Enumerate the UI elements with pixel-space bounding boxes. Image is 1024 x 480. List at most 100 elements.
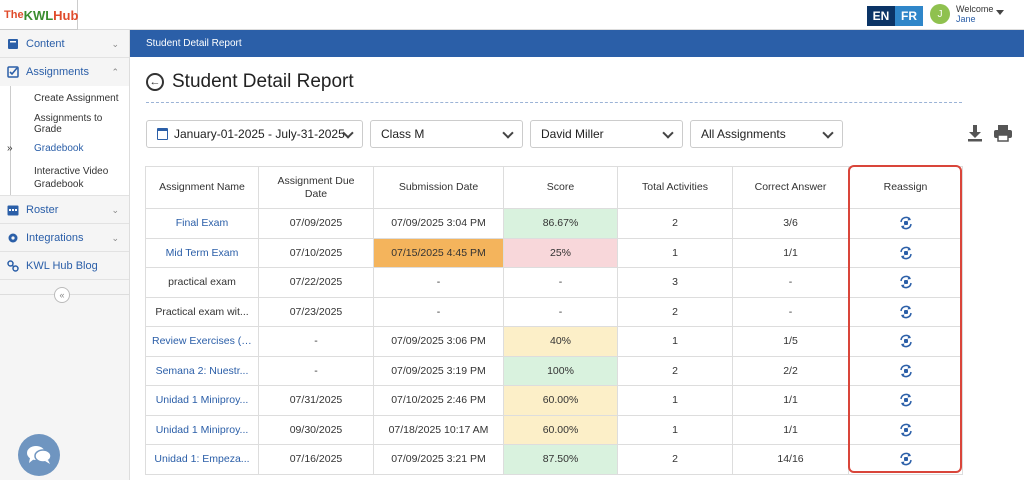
due-date-cell: - bbox=[258, 326, 374, 357]
assignment-name-link[interactable]: Unidad 1: Empeza... bbox=[145, 444, 259, 475]
page-title: Student Detail Report bbox=[172, 71, 354, 92]
score-cell: - bbox=[503, 267, 618, 298]
reassign-cell bbox=[848, 237, 963, 268]
chevron-up-icon: ⌃ bbox=[111, 67, 119, 77]
top-bar: The KWL Hub EN FR J Welcome Jane bbox=[0, 0, 1024, 30]
assignment-name-cell: practical exam bbox=[145, 267, 259, 298]
total-activities-cell: 2 bbox=[617, 444, 733, 475]
assignments-filter-dropdown[interactable]: All Assignments bbox=[690, 120, 843, 148]
sidebar-subitem-assignments-to-grade[interactable]: Assignments to Grade bbox=[10, 111, 129, 136]
print-icon[interactable] bbox=[993, 124, 1013, 142]
date-range-dropdown[interactable]: January-01-2025 - July-31-2025 bbox=[146, 120, 363, 148]
sidebar-item-content[interactable]: Content ⌄ bbox=[0, 30, 129, 58]
reassign-icon[interactable] bbox=[899, 452, 913, 466]
sidebar-subitem-create-assignment[interactable]: Create Assignment bbox=[10, 86, 129, 111]
total-activities-cell: 1 bbox=[617, 237, 733, 268]
table-row: Unidad 1 Miniproy... 07/31/2025 07/10/20… bbox=[145, 385, 963, 416]
column-header-total-activities[interactable]: Total Activities bbox=[617, 166, 733, 209]
kwl-hub-logo[interactable]: The KWL Hub bbox=[4, 3, 78, 27]
sidebar-subitem-interactive-video-gradebook[interactable]: Interactive Video Gradebook bbox=[10, 161, 129, 195]
reassign-icon[interactable] bbox=[899, 334, 913, 348]
back-arrow-icon[interactable]: ← bbox=[146, 73, 164, 91]
reassign-icon[interactable] bbox=[899, 275, 913, 289]
reassign-icon[interactable] bbox=[899, 216, 913, 230]
chevron-down-icon bbox=[502, 127, 514, 139]
due-date-cell: 09/30/2025 bbox=[258, 414, 374, 445]
sidebar-subitem-label: Gradebook bbox=[34, 143, 84, 154]
score-cell: - bbox=[503, 296, 618, 327]
due-date-cell: 07/22/2025 bbox=[258, 267, 374, 298]
sidebar-item-kwl-hub-blog[interactable]: KWL Hub Blog bbox=[0, 252, 129, 280]
correct-answer-cell: - bbox=[732, 267, 849, 298]
score-cell: 86.67% bbox=[503, 208, 618, 239]
column-header-submission-date[interactable]: Submission Date bbox=[373, 166, 504, 209]
sidebar-item-assignments[interactable]: Assignments ⌃ bbox=[0, 58, 129, 86]
assignment-name-link[interactable]: Final Exam bbox=[145, 208, 259, 239]
chevron-down-icon: ⌄ bbox=[111, 39, 119, 49]
chevron-down-icon bbox=[662, 127, 674, 139]
chat-button[interactable] bbox=[18, 434, 60, 476]
reassign-icon[interactable] bbox=[899, 364, 913, 378]
submission-date-cell: - bbox=[373, 296, 504, 327]
correct-answer-cell: - bbox=[732, 296, 849, 327]
column-header-score[interactable]: Score bbox=[503, 166, 618, 209]
total-activities-cell: 2 bbox=[617, 296, 733, 327]
user-name: Jane bbox=[956, 14, 976, 24]
user-menu[interactable]: Welcome Jane bbox=[956, 4, 993, 24]
class-dropdown[interactable]: Class M bbox=[370, 120, 523, 148]
correct-answer-cell: 1/1 bbox=[732, 385, 849, 416]
submission-date-cell: 07/15/2025 4:45 PM bbox=[373, 237, 504, 268]
reassign-icon[interactable] bbox=[899, 423, 913, 437]
column-header-correct-answer[interactable]: Correct Answer bbox=[732, 166, 849, 209]
reassign-icon[interactable] bbox=[899, 246, 913, 260]
sidebar-item-roster[interactable]: Roster ⌄ bbox=[0, 196, 129, 224]
table-row: Semana 2: Nuestr... - 07/09/2025 3:19 PM… bbox=[145, 355, 963, 386]
sidebar-subitem-gradebook[interactable]: » Gradebook bbox=[7, 136, 129, 161]
reassign-cell bbox=[848, 414, 963, 445]
sidebar-item-integrations[interactable]: Integrations ⌄ bbox=[0, 224, 129, 252]
sidebar: Content ⌄ Assignments ⌃ Create Assignmen… bbox=[0, 30, 130, 480]
column-header-due-date[interactable]: Assignment Due Date bbox=[258, 166, 374, 209]
correct-answer-cell: 1/1 bbox=[732, 414, 849, 445]
correct-answer-cell: 2/2 bbox=[732, 355, 849, 386]
assignment-name-link[interactable]: Mid Term Exam bbox=[145, 237, 259, 268]
total-activities-cell: 1 bbox=[617, 414, 733, 445]
logo-kwl: KWL bbox=[23, 7, 54, 23]
date-range-value: January-01-2025 - July-31-2025 bbox=[174, 127, 345, 141]
submission-date-cell: 07/10/2025 2:46 PM bbox=[373, 385, 504, 416]
chevron-down-icon bbox=[822, 127, 834, 139]
breadcrumb: Student Detail Report bbox=[146, 38, 242, 49]
student-dropdown[interactable]: David Miller bbox=[530, 120, 683, 148]
assignment-name-link[interactable]: Unidad 1 Miniproy... bbox=[145, 385, 259, 416]
download-icon[interactable] bbox=[966, 124, 984, 142]
logo-frame bbox=[0, 0, 78, 30]
total-activities-cell: 3 bbox=[617, 267, 733, 298]
score-cell: 60.00% bbox=[503, 414, 618, 445]
reassign-cell bbox=[848, 208, 963, 239]
total-activities-cell: 1 bbox=[617, 385, 733, 416]
language-en-button[interactable]: EN bbox=[867, 6, 895, 26]
assignment-name-link[interactable]: Unidad 1 Miniproy... bbox=[145, 414, 259, 445]
reassign-cell bbox=[848, 444, 963, 475]
student-report-table: Assignment Name Assignment Due Date Subm… bbox=[145, 166, 963, 475]
reassign-icon[interactable] bbox=[899, 393, 913, 407]
assignments-filter-value: All Assignments bbox=[701, 127, 786, 141]
language-fr-button[interactable]: FR bbox=[895, 6, 923, 26]
score-cell: 40% bbox=[503, 326, 618, 357]
reassign-cell bbox=[848, 326, 963, 357]
assignment-name-link[interactable]: Semana 2: Nuestr... bbox=[145, 355, 259, 386]
sidebar-item-label: KWL Hub Blog bbox=[26, 259, 98, 272]
submission-date-cell: 07/09/2025 3:19 PM bbox=[373, 355, 504, 386]
avatar[interactable]: J bbox=[930, 4, 950, 24]
total-activities-cell: 2 bbox=[617, 208, 733, 239]
collapse-sidebar-button[interactable]: « bbox=[54, 287, 70, 303]
user-menu-caret-icon[interactable] bbox=[996, 10, 1004, 15]
reassign-icon[interactable] bbox=[899, 305, 913, 319]
page-header: ← Student Detail Report bbox=[146, 68, 354, 96]
assignment-name-link[interactable]: Review Exercises (I... bbox=[145, 326, 259, 357]
due-date-cell: - bbox=[258, 355, 374, 386]
column-header-assignment-name[interactable]: Assignment Name bbox=[145, 166, 259, 209]
assignments-submenu: Create Assignment Assignments to Grade »… bbox=[0, 86, 129, 196]
chevron-down-icon: ⌄ bbox=[111, 233, 119, 243]
sidebar-item-label: Integrations bbox=[26, 231, 84, 244]
